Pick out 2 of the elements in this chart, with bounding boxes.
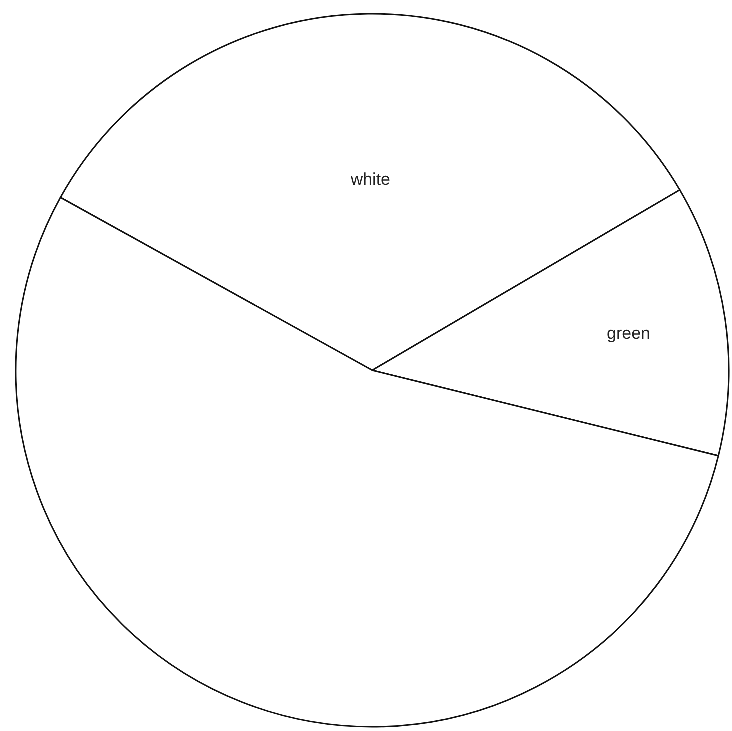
- slice-label: white: [350, 170, 391, 190]
- slice-label: green: [606, 324, 650, 343]
